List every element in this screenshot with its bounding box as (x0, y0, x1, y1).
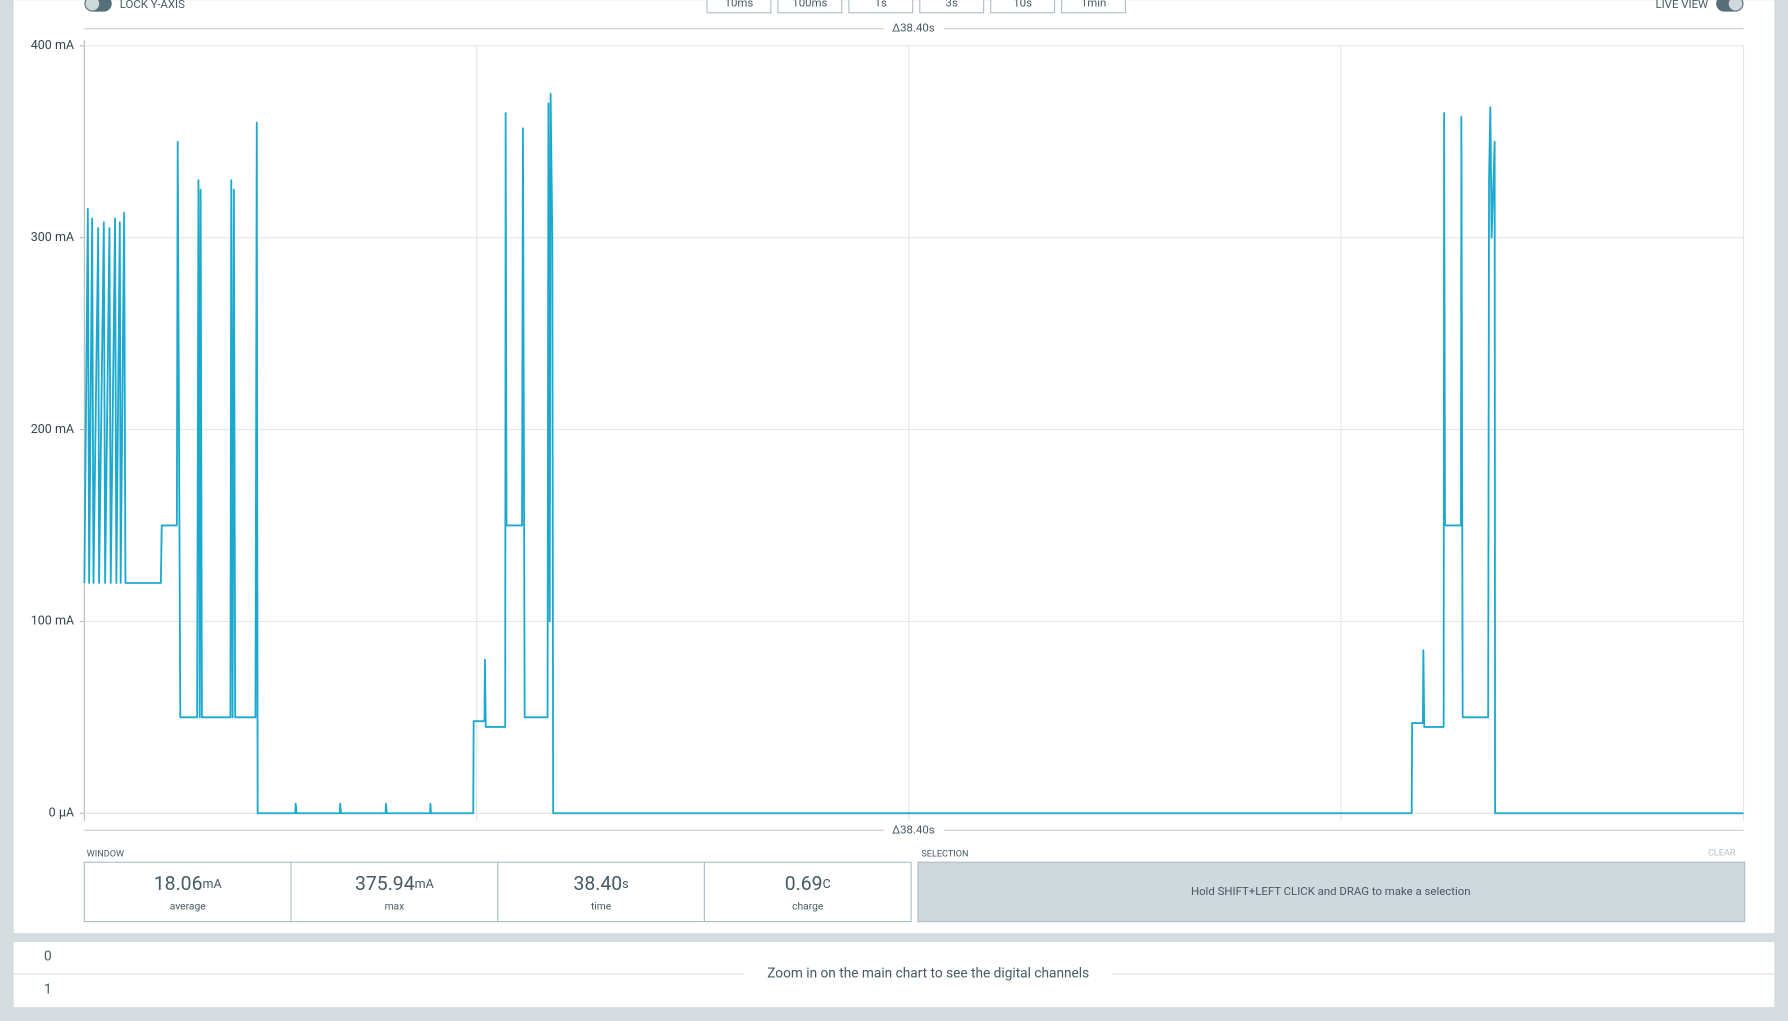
zoom-button-label: 1min (1081, 0, 1106, 10)
stat-label: charge (792, 899, 824, 912)
digital-message: Zoom in on the main chart to see the dig… (767, 966, 1089, 982)
channel-label: 1 (44, 982, 52, 998)
stat-box (497, 861, 705, 923)
stat-value: 0.69C (785, 872, 831, 895)
stat-number: 0.69 (785, 872, 823, 895)
stat-label: average (170, 899, 206, 912)
stat-label: time (591, 899, 612, 912)
stat-box (290, 861, 499, 923)
stat-number: 18.06 (154, 872, 203, 895)
window-title: WINDOW (87, 850, 124, 860)
toggle-knob (1728, 0, 1743, 11)
selection-hint: Hold SHIFT+LEFT CLICK and DRAG to make a… (1191, 884, 1471, 898)
y-tick-label: 300 mA (31, 230, 75, 245)
selection-title: SELECTION (921, 850, 968, 860)
bottom-delta: Δ38.40s (892, 822, 935, 836)
lock-label: LOCK Y-AXIS (120, 0, 185, 11)
stat-box (703, 861, 912, 923)
zoom-button-label: 1s (875, 0, 887, 10)
clear-button[interactable]: CLEAR (1708, 849, 1736, 859)
stat-unit: mA (202, 877, 222, 892)
stat-number: 375.94 (355, 872, 415, 895)
zoom-button-label: 10s (1013, 0, 1032, 10)
stat-unit: C (823, 877, 831, 892)
zoom-button-label: 3s (946, 0, 958, 10)
main-panel (13, 0, 1775, 933)
channel-label: 0 (44, 949, 52, 965)
stat-value: 375.94mA (355, 872, 435, 895)
zoom-button[interactable] (848, 0, 914, 14)
y-tick-label: 400 mA (31, 38, 75, 53)
stat-unit: s (622, 877, 628, 892)
stat-value: 38.40s (574, 872, 629, 895)
zoom-button[interactable] (706, 0, 772, 14)
y-tick-label: 0 µA (49, 806, 75, 821)
toggle-knob (85, 0, 100, 11)
selection-box[interactable] (917, 861, 1746, 923)
stat-label: max (385, 899, 405, 912)
zoom-button[interactable] (777, 0, 843, 14)
zoom-button-label: 100ms (792, 0, 827, 10)
y-tick-label: 100 mA (31, 614, 75, 629)
zoom-button[interactable] (1061, 0, 1127, 14)
zoom-button[interactable] (990, 0, 1056, 14)
top-delta: Δ38.40s (892, 21, 935, 35)
zoom-button[interactable] (919, 0, 985, 14)
current-trace (83, 92, 1744, 815)
stat-unit: mA (415, 877, 435, 892)
stat-value: 18.06mA (154, 872, 223, 895)
zoom-button-label: 10ms (725, 0, 754, 10)
y-tick-label: 200 mA (31, 422, 75, 437)
live-label: LIVE VIEW (1655, 0, 1708, 11)
stat-box (83, 861, 292, 923)
stat-number: 38.40 (574, 872, 623, 895)
